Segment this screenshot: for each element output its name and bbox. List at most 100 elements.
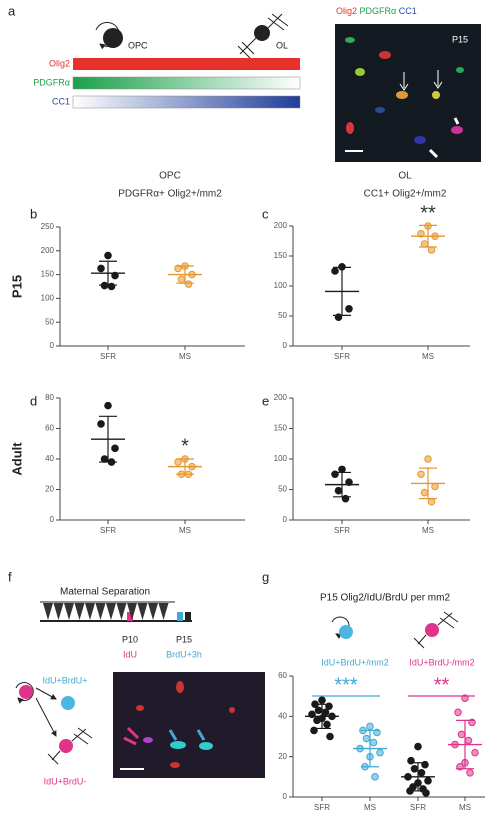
data-point: [338, 263, 346, 271]
data-point: [356, 744, 364, 753]
data-point: [369, 738, 378, 747]
separation-marker: [116, 603, 127, 620]
separation-marker: [106, 603, 116, 620]
data-point: [417, 470, 425, 479]
data-point: [188, 462, 196, 471]
x-tick-label: MS: [422, 352, 434, 361]
data-point: [457, 730, 466, 739]
x-tick-label: SFR: [314, 803, 330, 812]
separation-marker: [148, 603, 158, 620]
marker-bar: [72, 76, 301, 90]
data-point: [417, 230, 425, 238]
data-point: [345, 305, 353, 313]
separation-marker: [95, 603, 106, 620]
y-tick-label: 50: [278, 311, 287, 320]
significance: *: [181, 435, 189, 457]
bar-label: PDGFRα: [33, 77, 70, 87]
data-point: [464, 736, 473, 745]
data-point: [188, 270, 196, 279]
data-point: [424, 777, 432, 785]
cell-icon: [331, 611, 459, 649]
data-point: [184, 280, 193, 288]
data-point: [406, 787, 414, 795]
data-point: [414, 779, 422, 787]
data-point: [454, 708, 462, 717]
y-tick-label: 50: [45, 317, 54, 326]
micrograph: [335, 24, 481, 162]
data-point: [100, 281, 109, 290]
data-point: [376, 748, 384, 757]
column-header: OPC: [159, 171, 181, 182]
data-point: [181, 455, 189, 463]
data-point: [424, 222, 432, 230]
data-point: [427, 246, 436, 254]
data-point: [456, 762, 464, 771]
data-point: [104, 251, 112, 260]
cell-type: IdU+BrdU+: [42, 675, 87, 685]
x-tick-label: SFR: [334, 526, 350, 535]
column-measure: CC1+ Olig2+/mm2: [364, 189, 447, 200]
ol-label: OL: [276, 40, 288, 50]
data-point: [310, 726, 318, 735]
data-point: [328, 712, 336, 721]
significance: **: [434, 674, 450, 696]
y-tick-label: 200: [41, 246, 55, 255]
x-tick-label: MS: [459, 803, 471, 812]
data-point: [308, 710, 316, 719]
data-point: [420, 240, 429, 248]
y-tick-label: 20: [278, 752, 287, 761]
separation-marker: [64, 603, 74, 620]
image-age: P15: [452, 34, 468, 44]
x-tick-label: MS: [422, 526, 434, 535]
panel-letter: d: [30, 393, 37, 408]
x-tick-label: MS: [179, 352, 191, 361]
y-tick-label: 0: [283, 341, 288, 350]
data-point: [97, 264, 105, 273]
data-point: [451, 740, 459, 749]
data-point: [313, 716, 321, 725]
injection: IdU: [123, 649, 137, 659]
timepoint: P15: [176, 634, 192, 644]
image-label: Olig2 PDGFRα CC1: [336, 6, 417, 16]
significance: **: [420, 202, 436, 224]
y-tick-label: 100: [41, 294, 55, 303]
y-tick-label: 0: [283, 515, 288, 524]
separation-marker: [85, 603, 95, 620]
data-point: [97, 420, 105, 428]
data-point: [466, 769, 474, 777]
data-point: [341, 494, 350, 503]
data-point: [468, 718, 476, 727]
y-tick-label: 0: [50, 341, 55, 350]
x-tick-label: MS: [179, 526, 191, 535]
y-tick-label: 40: [45, 454, 54, 463]
data-point: [361, 762, 369, 771]
data-point: [311, 700, 319, 709]
y-tick-label: 100: [274, 454, 288, 463]
data-point: [373, 728, 381, 737]
data-point: [111, 271, 119, 280]
x-tick-label: SFR: [334, 352, 350, 361]
data-point: [326, 732, 334, 741]
data-point: [420, 488, 429, 497]
separation-marker: [74, 603, 85, 620]
data-point: [177, 275, 186, 284]
separation-marker: [137, 603, 148, 620]
data-point: [325, 702, 333, 711]
data-point: [107, 458, 116, 466]
y-tick-label: 0: [283, 792, 288, 801]
marker-bar: [73, 58, 300, 70]
data-point: [414, 742, 422, 751]
data-point: [427, 497, 436, 506]
group-label: IdU+BrdU+/mm2: [321, 657, 389, 667]
x-tick-label: MS: [364, 803, 376, 812]
x-tick-label: SFR: [100, 352, 116, 361]
panel-title: P15 Olig2/IdU/BrdU per mm2: [320, 593, 450, 604]
separation-marker: [158, 603, 169, 620]
injection: BrdU+3h: [166, 649, 202, 659]
separation-marker: [53, 603, 64, 620]
data-point: [424, 455, 432, 463]
data-point: [417, 769, 426, 777]
protocol-label: Maternal Separation: [60, 587, 150, 598]
data-point: [331, 267, 339, 275]
y-tick-label: 0: [50, 515, 55, 524]
